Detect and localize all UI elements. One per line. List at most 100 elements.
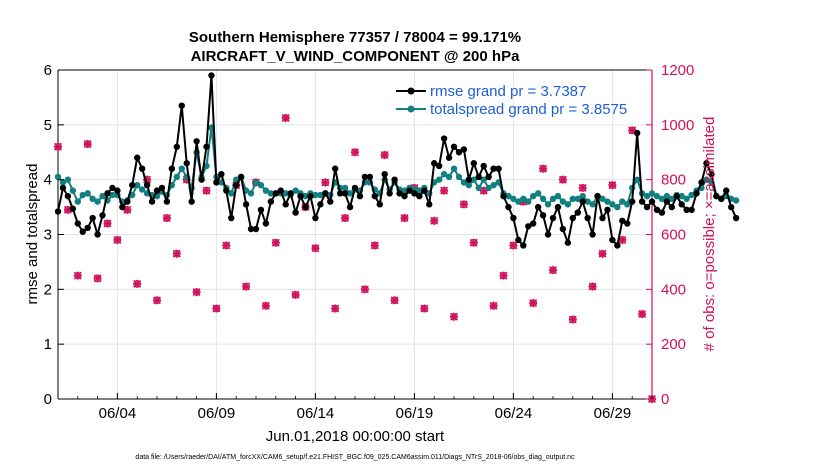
rmse-point [633,129,641,137]
obs-assimilated-marker [321,178,330,187]
totalspread-point [346,190,354,197]
obs-assimilated-marker [93,274,102,283]
obs-count-point [390,296,399,305]
rmse-point [549,214,557,222]
obs-assimilated-marker [549,266,557,275]
obs-count-point [281,113,290,122]
obs-count-point [222,241,231,250]
totalspread-series [54,124,740,211]
rmse-point [203,143,210,150]
obs-assimilated-marker [380,150,389,159]
totalspread-point [658,195,666,203]
obs-assimilated-marker [529,299,538,308]
rmse-point [89,214,96,222]
rmse-point [658,209,666,216]
x-tick-label: 06/29 [594,405,632,422]
rmse-point [614,242,621,249]
y-left-tick-label: 5 [44,117,52,134]
totalspread-point [604,198,611,205]
rmse-point [539,212,547,219]
rmse-point [252,225,260,233]
obs-count-point [113,235,122,244]
totalspread-point [440,170,448,178]
totalspread-point [480,176,487,183]
obs-assimilated-marker [400,214,409,223]
totalspread-point [134,181,141,189]
x-tick-label: 06/24 [495,405,533,422]
x-tick-label: 06/19 [396,405,434,422]
obs-count-point [341,214,350,223]
rmse-point [431,160,438,167]
totalspread-point [94,198,101,205]
rmse-point [421,187,428,194]
rmse-point [366,173,374,181]
rmse-point [267,198,275,205]
obs-count-point [380,150,389,159]
rmse-point [678,201,685,208]
rmse-point [213,179,220,186]
obs-assimilated-marker [202,186,211,195]
obs-count-markers [54,113,656,403]
rmse-point [450,143,458,150]
obs-count-point [261,301,270,310]
totalspread-point [554,192,562,200]
obs-count-point [578,183,587,192]
rmse-point [530,220,537,227]
rmse-point [322,190,329,197]
y-right-tick-label: 1200 [661,62,694,79]
obs-count-point [539,164,548,173]
totalspread-point [341,184,349,192]
obs-assimilated-marker [133,279,142,288]
rmse-point [351,184,359,192]
rmse-point [490,165,497,172]
totalspread-point [544,201,552,208]
obs-assimilated-marker [351,148,359,157]
obs-assimilated-marker [638,310,647,319]
obs-count-point [568,315,577,324]
rmse-point [629,198,636,205]
rmse-point [262,220,270,227]
totalspread-point [549,195,557,203]
y-left-tick-label: 0 [44,391,52,408]
obs-count-point [529,299,538,308]
rmse-point [426,201,433,208]
rmse-point [109,184,116,192]
data-file-footer: data file: /Users/raeder/DAI/ATM_forcXX/… [135,454,575,461]
legend-spread-label: totalspread grand pr = 3.8575 [430,101,627,118]
rmse-point [396,190,403,197]
rmse-point [143,181,151,189]
x-tick-label: 06/09 [198,405,236,422]
totalspread-point [485,184,492,192]
totalspread-point [401,187,408,194]
rmse-point [609,236,616,244]
obs-assimilated-marker [281,113,290,122]
totalspread-point [688,191,695,199]
totalspread-point [257,181,265,189]
rmse-point [94,231,101,238]
x-tick-label: 06/04 [99,405,137,422]
rmse-point [183,160,190,167]
obs-assimilated-marker [73,271,82,280]
obs-assimilated-marker [261,301,270,310]
totalspread-point [490,181,497,189]
rmse-point [713,192,720,200]
totalspread-point [614,203,621,211]
obs-count-point [499,271,508,280]
totalspread-point [435,176,443,183]
rmse-point [381,170,388,178]
rmse-point [188,198,195,205]
rmse-point [564,239,572,246]
rmse-point [59,184,67,192]
obs-count-point [598,249,607,258]
obs-assimilated-marker [271,238,280,247]
y-right-tick-label: 400 [661,281,686,298]
rmse-point [624,220,631,227]
totalspread-point [267,190,275,197]
totalspread-point [648,190,656,197]
obs-assimilated-marker [459,200,468,209]
obs-count-point [360,285,369,294]
rmse-point [153,187,161,194]
obs-count-point [172,249,181,258]
rmse-point [435,162,443,170]
rmse-point [371,192,378,200]
